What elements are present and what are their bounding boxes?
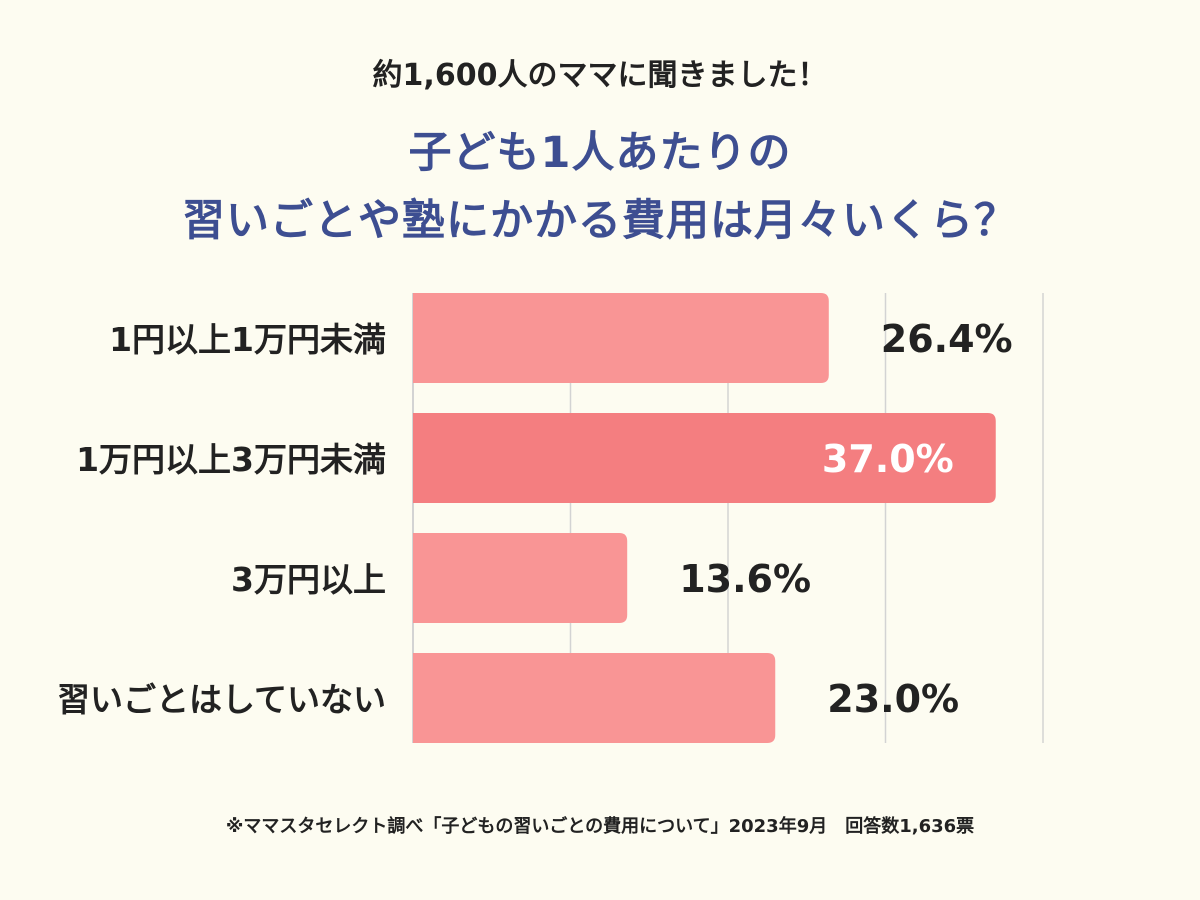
value-label: 13.6% (679, 557, 811, 601)
bar (413, 653, 776, 743)
chart-title-line-2: 習いごとや塾にかかる費用は月々いくら？ (182, 196, 1018, 246)
category-label: 3万円以上 (231, 560, 386, 599)
category-label: 1円以上1万円未満 (109, 320, 386, 359)
category-label: 習いごとはしていない (57, 680, 386, 719)
value-label: 37.0% (822, 437, 954, 481)
source-footnote: ※ママスタセレクト調べ「子どもの習いごとの費用について」2023年9月 回答数1… (225, 816, 975, 837)
bar-layer (413, 293, 996, 743)
chart-title-line-1: 子ども1人あたりの (408, 128, 792, 178)
bar (413, 413, 996, 503)
value-label: 26.4% (881, 317, 1013, 361)
chart-subtitle: 約1,600人のママに聞きました！ (372, 58, 828, 93)
bar (413, 533, 628, 623)
value-label: 23.0% (827, 677, 959, 721)
label-layer: 1円以上1万円未満 26.4% 1万円以上3万円未満 37.0% 3万円以上 13.6% 習… (57, 317, 1013, 721)
category-label: 1万円以上3万円未満 (76, 440, 386, 479)
bar (413, 293, 829, 383)
